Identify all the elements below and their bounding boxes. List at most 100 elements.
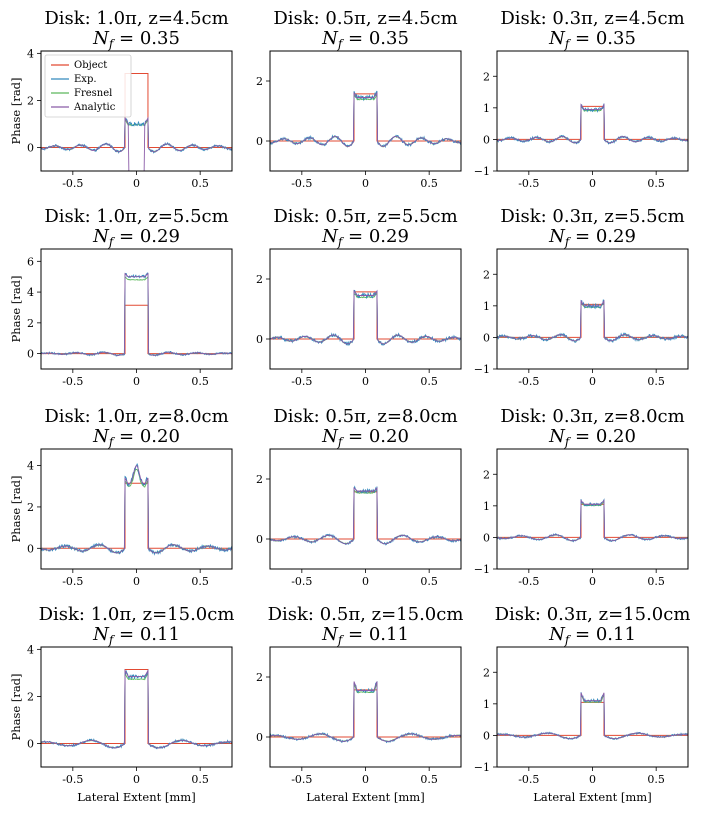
series-analytic-line bbox=[41, 116, 232, 171]
series-object-line bbox=[41, 482, 232, 549]
subplot-subtitle: Nf = 0.11 bbox=[321, 624, 409, 647]
axes-frame bbox=[496, 248, 689, 370]
subplot-title: Disk: 0.3π, z=8.0cm bbox=[500, 406, 684, 427]
y-tick-label: 2 bbox=[27, 94, 34, 107]
y-tick-label: 2 bbox=[256, 473, 263, 486]
x-axis-label: Lateral Extent [mm] bbox=[533, 790, 651, 804]
series-exp-line bbox=[270, 680, 461, 744]
series-exp-line bbox=[497, 299, 688, 343]
x-tick-label: 0.5 bbox=[420, 575, 438, 588]
legend-label: Fresnel bbox=[74, 88, 112, 99]
subplot-title: Disk: 0.3π, z=5.5cm bbox=[500, 206, 684, 227]
y-tick-label: −1 bbox=[474, 363, 490, 376]
subplot-title: Disk: 0.5π, z=5.5cm bbox=[273, 206, 457, 227]
subplot-title: Disk: 0.5π, z=15.0cm bbox=[268, 604, 464, 625]
series-analytic-line bbox=[270, 91, 461, 147]
subplot-subtitle: Nf = 0.20 bbox=[548, 426, 636, 449]
x-tick-label: 0 bbox=[133, 177, 140, 190]
x-tick-label: -0.5 bbox=[518, 773, 539, 786]
series-analytic-line bbox=[270, 681, 461, 742]
subplot-title: Disk: 0.5π, z=8.0cm bbox=[273, 406, 457, 427]
x-axis-label: Lateral Extent [mm] bbox=[306, 790, 424, 804]
x-tick-label: 0.5 bbox=[420, 375, 438, 388]
y-tick-label: −1 bbox=[474, 563, 490, 576]
y-tick-label: 1 bbox=[483, 300, 490, 313]
axes-frame bbox=[40, 646, 233, 768]
x-tick-label: -0.5 bbox=[518, 375, 539, 388]
x-tick-label: 0 bbox=[133, 375, 140, 388]
series-exp-line bbox=[41, 118, 232, 154]
x-tick-label: 0.5 bbox=[647, 575, 665, 588]
y-tick-label: 2 bbox=[483, 666, 490, 679]
subplot-title: Disk: 0.5π, z=4.5cm bbox=[273, 8, 457, 29]
series-fresnel-line bbox=[497, 499, 688, 542]
subplot-title: Disk: 1.0π, z=15.0cm bbox=[39, 604, 235, 625]
axes-frame bbox=[269, 248, 462, 370]
subplot-title: Disk: 1.0π, z=8.0cm bbox=[44, 406, 228, 427]
axes-frame bbox=[269, 448, 462, 570]
x-axis-label: Lateral Extent [mm] bbox=[77, 790, 195, 804]
x-tick-label: 0 bbox=[589, 575, 596, 588]
x-tick-label: -0.5 bbox=[518, 575, 539, 588]
subplot-subtitle: Nf = 0.29 bbox=[321, 226, 409, 249]
y-tick-label: −1 bbox=[474, 761, 490, 774]
axes-frame bbox=[496, 448, 689, 570]
subplot-subtitle: Nf = 0.20 bbox=[321, 426, 409, 449]
axes-frame bbox=[269, 50, 462, 172]
x-tick-label: 0 bbox=[589, 375, 596, 388]
series-analytic-line bbox=[41, 464, 232, 554]
series-exp-line bbox=[270, 289, 461, 347]
subplot-subtitle: Nf = 0.11 bbox=[548, 624, 636, 647]
y-tick-label: 2 bbox=[483, 468, 490, 481]
y-tick-label: 0 bbox=[27, 348, 34, 361]
series-exp-line bbox=[41, 463, 232, 556]
series-exp-line bbox=[41, 669, 232, 750]
y-tick-label: 0 bbox=[256, 135, 263, 148]
x-tick-label: 0.5 bbox=[647, 375, 665, 388]
series-fresnel-line bbox=[41, 275, 232, 357]
series-object-line bbox=[270, 689, 461, 738]
axes-frame bbox=[269, 646, 462, 768]
x-tick-label: -0.5 bbox=[291, 375, 312, 388]
x-tick-label: -0.5 bbox=[291, 773, 312, 786]
x-tick-label: 0.5 bbox=[191, 575, 209, 588]
subplot-title: Disk: 1.0π, z=4.5cm bbox=[44, 8, 228, 29]
y-axis-label: Phase [rad] bbox=[9, 673, 23, 740]
series-fresnel-line bbox=[270, 488, 461, 545]
subplot-subtitle: Nf = 0.35 bbox=[321, 28, 409, 51]
series-analytic-line bbox=[497, 692, 688, 740]
x-tick-label: 0 bbox=[133, 773, 140, 786]
x-tick-label: 0.5 bbox=[420, 177, 438, 190]
x-tick-label: 0.5 bbox=[420, 773, 438, 786]
series-analytic-line bbox=[270, 289, 461, 345]
subplot-title: Disk: 1.0π, z=5.5cm bbox=[44, 206, 228, 227]
subplot-title: Disk: 0.3π, z=15.0cm bbox=[495, 604, 691, 625]
series-exp-line bbox=[41, 272, 232, 357]
series-exp-line bbox=[497, 692, 688, 741]
x-tick-label: 0.5 bbox=[647, 177, 665, 190]
y-tick-label: 2 bbox=[256, 671, 263, 684]
legend-label: Analytic bbox=[73, 102, 116, 113]
series-object-line bbox=[497, 303, 688, 338]
series-fresnel-line bbox=[497, 301, 688, 342]
y-tick-label: 0 bbox=[27, 737, 34, 750]
y-tick-label: 0 bbox=[483, 531, 490, 544]
y-tick-label: 2 bbox=[256, 273, 263, 286]
y-tick-label: 0 bbox=[256, 731, 263, 744]
subplot-subtitle: Nf = 0.35 bbox=[548, 28, 636, 51]
subplot-subtitle: Nf = 0.20 bbox=[92, 426, 180, 449]
y-tick-label: 0 bbox=[27, 141, 34, 154]
x-tick-label: -0.5 bbox=[291, 575, 312, 588]
y-axis-label: Phase [rad] bbox=[9, 77, 23, 144]
legend-label: Object bbox=[74, 60, 107, 71]
x-tick-label: 0.5 bbox=[191, 177, 209, 190]
axes-frame bbox=[496, 646, 689, 768]
